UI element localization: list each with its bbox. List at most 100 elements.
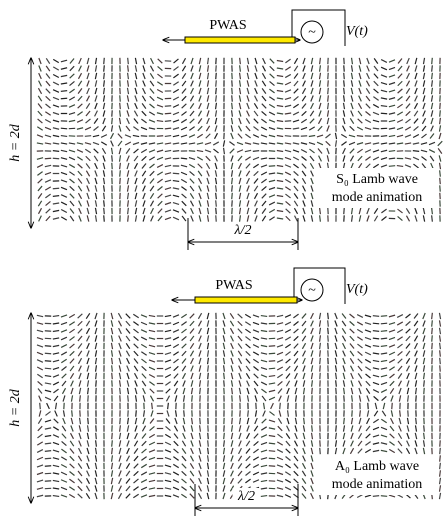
field-dash [268, 194, 276, 198]
field-dash [125, 470, 131, 477]
field-dash [286, 410, 290, 417]
field-dash [405, 110, 411, 117]
field-dash [269, 73, 275, 79]
field-dash [68, 163, 76, 169]
field-dash [294, 425, 298, 432]
field-dash [380, 149, 388, 153]
field-dash [364, 494, 372, 498]
field-dash [126, 440, 130, 447]
field-dash [87, 387, 89, 395]
field-dash [341, 313, 347, 319]
field-dash [94, 170, 98, 177]
field-dash [164, 351, 172, 356]
field-dash [140, 343, 148, 349]
field-dash [52, 81, 60, 86]
field-dash [388, 351, 396, 356]
field-dash [166, 410, 170, 417]
field-dash [68, 156, 76, 161]
field-dash [276, 202, 284, 205]
field-dash [86, 65, 90, 72]
field-dash [316, 141, 324, 146]
field-dash [335, 432, 337, 440]
field-dash [164, 359, 172, 363]
field-dash [172, 463, 180, 469]
field-dash [148, 119, 156, 123]
field-dash [342, 447, 346, 455]
field-dash [148, 314, 156, 318]
field-dash [327, 335, 329, 342]
field-dash [286, 425, 290, 432]
field-dash [318, 312, 322, 320]
field-dash [277, 425, 283, 432]
field-dash [94, 312, 98, 320]
field-dash [119, 102, 121, 110]
field-dash [94, 57, 98, 65]
field-dash [310, 440, 314, 447]
field-dash [342, 125, 346, 132]
field-dash [126, 177, 130, 185]
field-dash [189, 335, 195, 342]
field-dash [77, 111, 83, 116]
field-dash [372, 442, 380, 445]
field-dash [36, 479, 44, 483]
field-dash [302, 200, 306, 207]
field-dash [245, 463, 251, 469]
field-dash [188, 163, 196, 169]
field-dash [260, 322, 268, 325]
field-dash [214, 177, 218, 185]
field-dash [222, 327, 226, 335]
field-dash [125, 478, 131, 484]
field-dash [126, 432, 130, 440]
field-dash [365, 380, 371, 387]
field-dash [37, 380, 43, 387]
field-dash [45, 73, 51, 79]
field-dash [301, 485, 307, 492]
field-dash [276, 134, 284, 138]
field-dash [207, 365, 209, 372]
field-dash [77, 103, 83, 109]
field-dash [268, 119, 276, 123]
field-dash [86, 177, 90, 185]
field-dash [189, 103, 195, 109]
field-dash [87, 417, 89, 425]
field-dash [364, 118, 372, 124]
field-dash [110, 350, 114, 357]
field-dash [149, 178, 155, 184]
field-dash [180, 178, 188, 184]
field-dash [388, 358, 396, 364]
field-dash [341, 327, 347, 335]
field-dash [133, 448, 139, 454]
field-dash [125, 328, 131, 334]
field-dash [276, 322, 284, 325]
field-dash [341, 335, 347, 342]
field-dash [61, 433, 67, 439]
field-dash [284, 81, 292, 86]
field-dash [44, 126, 52, 131]
field-dash [388, 494, 396, 498]
field-dash [78, 440, 82, 447]
field-dash [246, 425, 250, 432]
field-dash [134, 425, 138, 432]
field-dash [396, 328, 404, 334]
field-dash [397, 432, 403, 440]
field-dash [301, 462, 307, 470]
field-dash [148, 337, 156, 340]
field-dash [110, 140, 114, 147]
field-dash [197, 163, 203, 169]
field-dash [142, 410, 146, 417]
field-dash [404, 142, 412, 145]
field-dash [293, 88, 299, 94]
field-dash [164, 433, 172, 439]
field-dash [260, 157, 268, 160]
field-dash [68, 486, 76, 491]
field-dash [198, 87, 202, 95]
field-dash [301, 177, 307, 185]
field-dash [357, 358, 363, 364]
field-dash [236, 149, 244, 153]
field-dash [293, 57, 299, 65]
field-dash [365, 425, 371, 432]
field-dash [222, 485, 226, 492]
field-dash [278, 410, 282, 417]
field-dash [94, 455, 98, 462]
field-dash [181, 358, 187, 364]
